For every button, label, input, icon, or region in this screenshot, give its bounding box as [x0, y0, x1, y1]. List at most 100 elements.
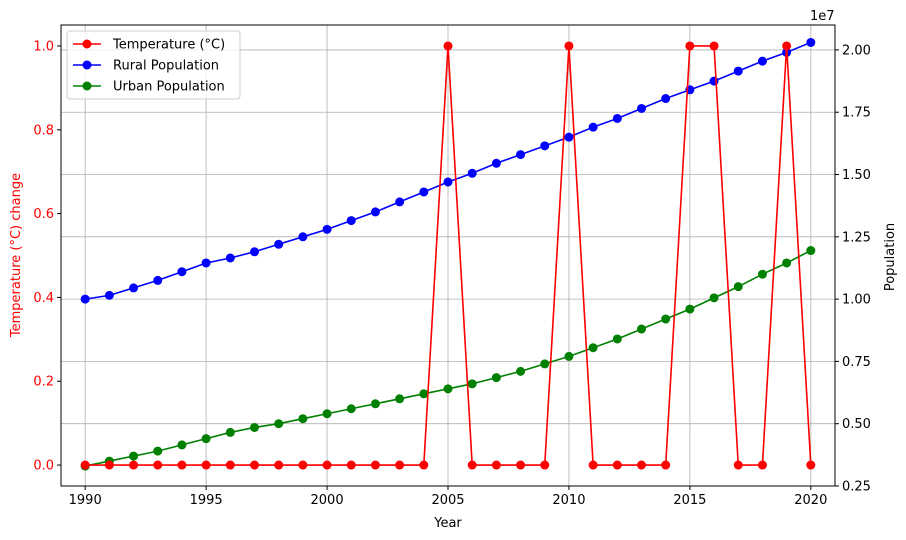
- legend-item: Rural Population: [73, 59, 219, 74]
- data-point: [395, 460, 405, 470]
- data-point: [661, 94, 671, 104]
- left-y-tick-label: 0.6: [33, 207, 54, 222]
- data-point: [637, 324, 646, 334]
- legend: Temperature (°C) Rural Population Urban Po…: [66, 30, 241, 100]
- data-point: [298, 232, 308, 242]
- data-point: [201, 434, 211, 444]
- data-point: [540, 359, 550, 369]
- data-point: [782, 258, 792, 268]
- data-point: [516, 460, 526, 470]
- right-y-tick-label: 0.25: [842, 480, 871, 495]
- data-point: [733, 460, 743, 470]
- data-point: [201, 258, 211, 268]
- data-point: [733, 66, 743, 76]
- left-y-tick-label: 0.4: [33, 291, 54, 306]
- data-point: [709, 293, 719, 303]
- left-y-axis-label: Temperature (°C) change: [9, 173, 24, 338]
- data-point: [709, 76, 719, 86]
- data-point: [733, 282, 743, 292]
- data-point: [274, 239, 284, 249]
- left-y-tick-label: 0.0: [33, 459, 54, 474]
- data-point: [467, 460, 477, 470]
- data-point: [516, 366, 526, 376]
- data-point: [588, 343, 598, 353]
- data-point: [685, 41, 695, 51]
- legend-marker: [82, 81, 92, 91]
- legend-label: Rural Population: [113, 59, 219, 74]
- right-y-tick-label: 0.75: [842, 355, 871, 370]
- right-y-tick-label: 1.75: [842, 106, 871, 121]
- data-point: [612, 113, 622, 123]
- series-rural-population: [80, 37, 816, 304]
- data-point: [322, 460, 332, 470]
- data-point: [491, 373, 501, 383]
- data-point: [588, 122, 598, 132]
- data-point: [153, 446, 163, 456]
- data-point: [346, 216, 356, 226]
- data-point: [491, 158, 501, 168]
- data-point: [564, 41, 574, 51]
- legend-item: Temperature (°C): [73, 38, 225, 53]
- data-point: [370, 460, 380, 470]
- data-point: [443, 177, 453, 187]
- series-layer: [80, 37, 816, 471]
- left-y-tick-label: 1.0: [33, 39, 54, 54]
- data-point: [540, 141, 550, 151]
- data-point: [757, 460, 767, 470]
- legend-box: [66, 30, 241, 100]
- axes: 1990 1995 2000 2005 2010 2015 2020 0.25 0.50 0.75…: [33, 39, 871, 508]
- data-point: [370, 399, 380, 409]
- data-point: [104, 460, 114, 470]
- series-temperature-c: [80, 41, 816, 470]
- data-point: [225, 460, 235, 470]
- right-y-tick-label: 1.25: [842, 230, 871, 245]
- data-point: [806, 37, 816, 47]
- data-point: [225, 253, 235, 263]
- data-point: [322, 224, 332, 234]
- right-y-axis-label: Population: [883, 223, 898, 291]
- data-point: [419, 460, 429, 470]
- data-point: [177, 440, 187, 450]
- data-point: [274, 460, 284, 470]
- data-point: [564, 351, 574, 361]
- data-point: [757, 269, 767, 279]
- data-point: [80, 460, 90, 470]
- data-point: [806, 246, 816, 256]
- x-axis-label: Year: [433, 516, 462, 531]
- data-point: [298, 460, 308, 470]
- data-point: [177, 460, 187, 470]
- right-y-tick-label: 1.00: [842, 293, 871, 308]
- data-point: [322, 409, 332, 419]
- data-point: [346, 404, 356, 414]
- data-point: [709, 41, 719, 51]
- data-point: [274, 419, 284, 429]
- data-point: [395, 197, 405, 207]
- data-point: [661, 460, 671, 470]
- legend-marker: [82, 60, 92, 70]
- data-point: [757, 56, 767, 66]
- data-point: [540, 460, 550, 470]
- data-point: [80, 294, 90, 304]
- left-y-tick-label: 0.8: [33, 123, 54, 138]
- x-tick-label: 2000: [311, 493, 344, 508]
- legend-label: Temperature (°C): [112, 38, 225, 53]
- left-y-tick-label: 0.2: [33, 375, 54, 390]
- data-point: [346, 460, 356, 470]
- x-tick-label: 2015: [673, 493, 706, 508]
- data-point: [250, 422, 259, 432]
- data-point: [661, 314, 671, 324]
- right-axis-offset-text: 1e7: [810, 9, 835, 24]
- data-point: [104, 290, 114, 300]
- data-point: [129, 283, 139, 293]
- data-point: [516, 150, 526, 160]
- data-point: [177, 267, 187, 277]
- data-point: [443, 41, 453, 51]
- data-point: [153, 460, 163, 470]
- right-y-tick-label: 1.50: [842, 168, 871, 183]
- data-point: [129, 460, 139, 470]
- legend-label: Urban Population: [113, 80, 225, 95]
- data-point: [250, 460, 259, 470]
- data-point: [588, 460, 598, 470]
- x-tick-label: 2020: [794, 493, 827, 508]
